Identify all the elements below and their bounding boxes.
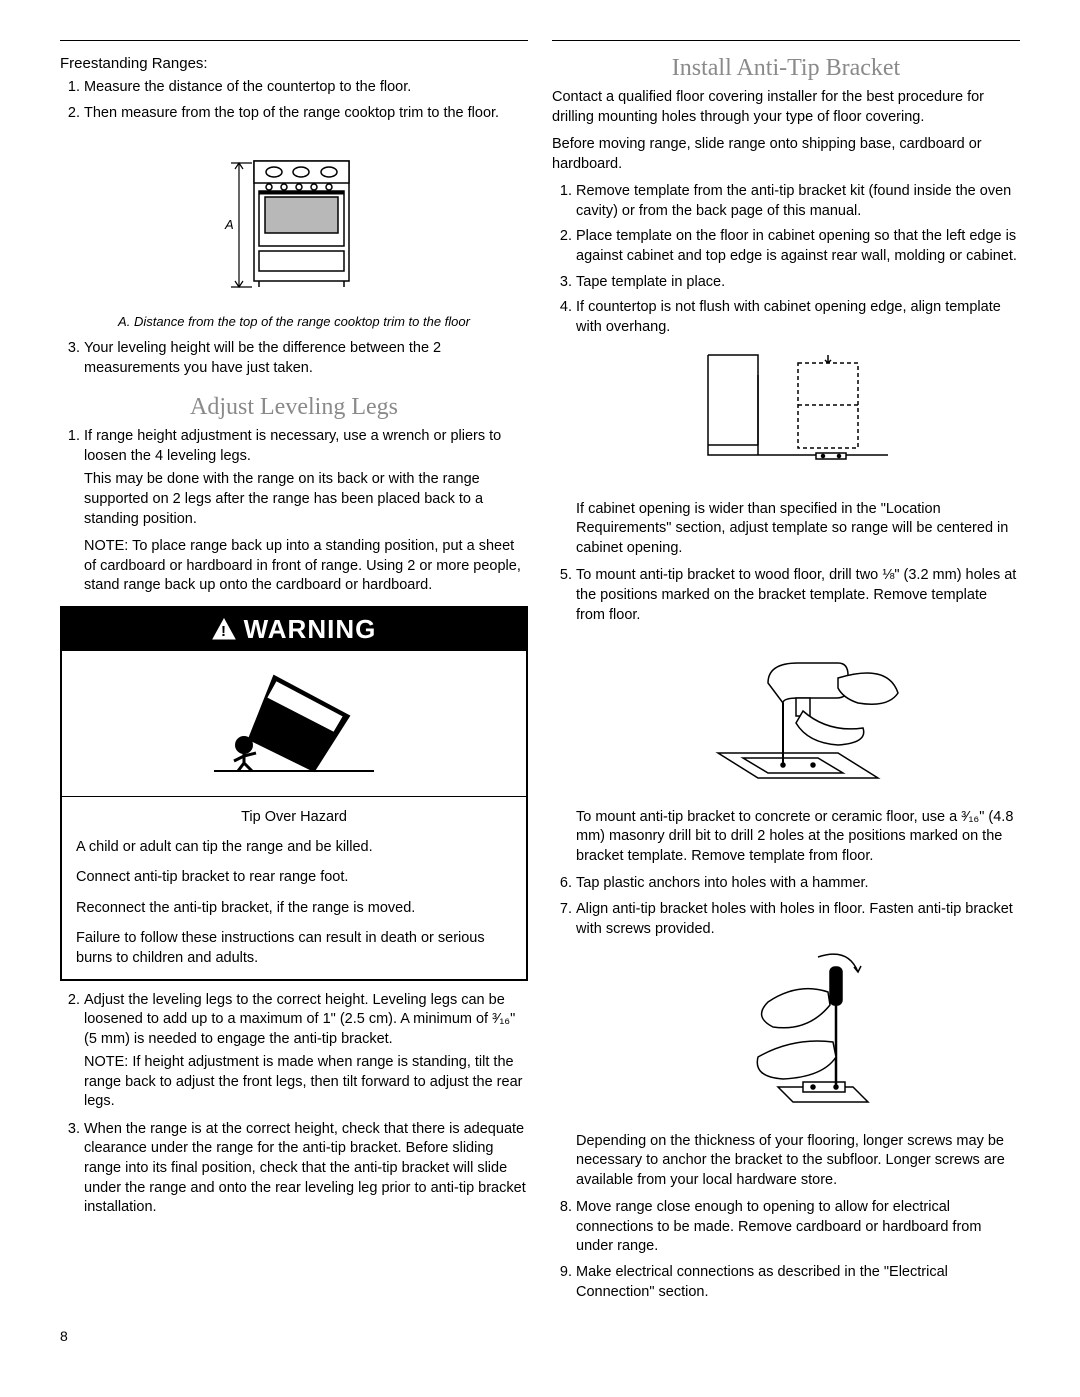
anti-tip-step-6: Tap plastic anchors into holes with a ha…: [576, 874, 1020, 894]
legs-step-2: Adjust the leveling legs to the correct …: [84, 991, 528, 1112]
warning-head-text: WARNING: [244, 614, 377, 645]
anti-tip-step-9: Make electrical connections as described…: [576, 1263, 1020, 1302]
measure-steps-cont: Your leveling height will be the differe…: [60, 339, 528, 378]
warning-tip-hazard: Tip Over Hazard: [76, 807, 512, 827]
page-number: 8: [0, 1328, 1080, 1364]
legs-step-3: When the range is at the correct height,…: [84, 1120, 528, 1218]
warning-p3: Reconnect the anti-tip bracket, if the r…: [76, 898, 512, 918]
legs-step-1-p2: NOTE: To place range back up into a stan…: [84, 537, 528, 596]
anti-tip-step-5-text: To mount anti-tip bracket to wood floor,…: [576, 567, 1016, 622]
legs-step-1-p1: This may be done with the range on its b…: [84, 470, 528, 529]
figure-caption-a: A. Distance from the top of the range co…: [60, 314, 528, 329]
anti-tip-step-2: Place template on the floor in cabinet o…: [576, 227, 1020, 266]
left-column: Freestanding Ranges: Measure the distanc…: [60, 40, 528, 1308]
anti-tip-step-4-p: If cabinet opening is wider than specifi…: [576, 500, 1020, 559]
anti-tip-step-3: Tape template in place.: [576, 273, 1020, 293]
section-title-adjust-legs: Adjust Leveling Legs: [60, 394, 528, 421]
figure-label-a: A: [224, 217, 234, 232]
warning-p1: A child or adult can tip the range and b…: [76, 837, 512, 857]
figure-screwdriver: [576, 947, 1020, 1124]
rule-top-left: [60, 40, 528, 41]
rule-top-right: [552, 40, 1020, 41]
legs-steps-cont: Adjust the leveling legs to the correct …: [60, 991, 528, 1218]
warning-p4: Failure to follow these instructions can…: [76, 928, 512, 969]
anti-tip-intro-1: Contact a qualified floor covering insta…: [552, 88, 1020, 127]
figure-drill: [576, 633, 1020, 800]
figure-range: A: [60, 131, 528, 306]
measure-step-1: Measure the distance of the countertop t…: [84, 78, 528, 98]
anti-tip-step-4-text: If countertop is not flush with cabinet …: [576, 299, 1001, 335]
figure-template: [576, 345, 1020, 492]
anti-tip-step-1: Remove template from the anti-tip bracke…: [576, 182, 1020, 221]
anti-tip-step-7-text: Align anti-tip bracket holes with holes …: [576, 901, 1013, 937]
anti-tip-step-5: To mount anti-tip bracket to wood floor,…: [576, 566, 1020, 866]
anti-tip-step-7: Align anti-tip bracket holes with holes …: [576, 900, 1020, 1190]
warning-box: ! WARNING: [60, 606, 528, 981]
warning-head: ! WARNING: [62, 608, 526, 651]
anti-tip-step-4: If countertop is not flush with cabinet …: [576, 298, 1020, 558]
anti-tip-step-7-p: Depending on the thickness of your floor…: [576, 1132, 1020, 1191]
right-column: Install Anti-Tip Bracket Contact a quali…: [552, 40, 1020, 1308]
legs-steps: If range height adjustment is necessary,…: [60, 427, 528, 596]
anti-tip-steps: Remove template from the anti-tip bracke…: [552, 182, 1020, 1302]
svg-text:!: !: [221, 623, 227, 640]
legs-step-1-text: If range height adjustment is necessary,…: [84, 428, 501, 464]
anti-tip-intro-2: Before moving range, slide range onto sh…: [552, 135, 1020, 174]
warning-body: Tip Over Hazard A child or adult can tip…: [62, 797, 526, 979]
measure-step-3: Your leveling height will be the differe…: [84, 339, 528, 378]
warning-triangle-icon: !: [212, 618, 236, 640]
anti-tip-step-5-p: To mount anti-tip bracket to concrete or…: [576, 808, 1020, 867]
warning-p2: Connect anti-tip bracket to rear range f…: [76, 867, 512, 887]
section-title-anti-tip: Install Anti-Tip Bracket: [552, 55, 1020, 82]
subhead-freestanding: Freestanding Ranges:: [60, 55, 528, 72]
legs-step-2-text: Adjust the leveling legs to the correct …: [84, 992, 515, 1047]
legs-step-2-note: NOTE: If height adjustment is made when …: [84, 1053, 528, 1112]
measure-step-2: Then measure from the top of the range c…: [84, 104, 528, 124]
anti-tip-step-8: Move range close enough to opening to al…: [576, 1198, 1020, 1257]
legs-step-1: If range height adjustment is necessary,…: [84, 427, 528, 596]
measure-steps: Measure the distance of the countertop t…: [60, 78, 528, 123]
warning-figure: [62, 651, 526, 797]
